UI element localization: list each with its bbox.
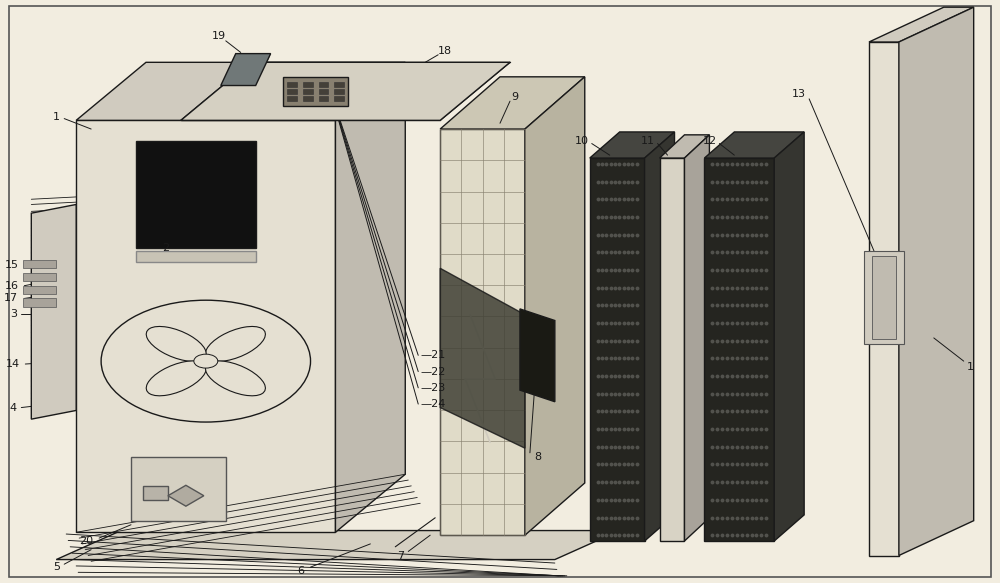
Polygon shape	[303, 89, 313, 94]
Text: —22: —22	[420, 367, 446, 377]
Polygon shape	[23, 286, 56, 294]
Polygon shape	[440, 268, 525, 448]
Circle shape	[194, 354, 218, 368]
Text: 20: 20	[79, 536, 93, 546]
Polygon shape	[590, 158, 645, 541]
Text: 5: 5	[53, 562, 60, 572]
Polygon shape	[131, 457, 226, 521]
Polygon shape	[136, 251, 256, 262]
Circle shape	[101, 300, 311, 422]
Polygon shape	[319, 96, 328, 101]
Text: 2: 2	[162, 243, 169, 253]
Polygon shape	[335, 62, 405, 532]
Polygon shape	[56, 531, 620, 560]
Ellipse shape	[205, 326, 265, 361]
Polygon shape	[869, 7, 974, 42]
Polygon shape	[334, 82, 344, 87]
Polygon shape	[774, 132, 804, 541]
Ellipse shape	[146, 326, 206, 361]
Polygon shape	[704, 158, 774, 541]
Polygon shape	[704, 132, 804, 158]
Polygon shape	[303, 96, 313, 101]
Polygon shape	[319, 89, 328, 94]
Polygon shape	[645, 132, 675, 541]
Polygon shape	[23, 298, 56, 307]
Polygon shape	[334, 89, 344, 94]
Polygon shape	[334, 96, 344, 101]
Polygon shape	[872, 255, 896, 339]
Polygon shape	[684, 135, 709, 541]
Text: 1: 1	[967, 362, 974, 372]
Text: 17: 17	[4, 293, 18, 304]
Text: 1: 1	[53, 113, 60, 122]
Text: 12: 12	[702, 136, 716, 146]
Polygon shape	[520, 309, 555, 402]
Text: —23: —23	[420, 383, 445, 393]
Text: 8: 8	[534, 452, 541, 462]
Polygon shape	[181, 62, 510, 120]
Polygon shape	[869, 42, 899, 556]
Text: 13: 13	[792, 89, 806, 99]
Polygon shape	[136, 141, 256, 248]
Text: 14: 14	[6, 359, 20, 369]
Polygon shape	[440, 129, 525, 535]
Polygon shape	[660, 135, 709, 158]
Text: 15: 15	[4, 261, 18, 271]
Polygon shape	[168, 485, 204, 506]
Ellipse shape	[205, 361, 265, 396]
Polygon shape	[23, 260, 56, 268]
Text: 19: 19	[212, 31, 226, 41]
Polygon shape	[287, 82, 297, 87]
Polygon shape	[31, 205, 76, 419]
Polygon shape	[76, 120, 335, 532]
Text: 3: 3	[10, 308, 17, 318]
Polygon shape	[590, 132, 675, 158]
Polygon shape	[440, 77, 585, 129]
Polygon shape	[287, 89, 297, 94]
Polygon shape	[319, 82, 328, 87]
Polygon shape	[303, 82, 313, 87]
Polygon shape	[76, 62, 405, 120]
Polygon shape	[143, 486, 168, 500]
Text: 11: 11	[641, 136, 655, 146]
Polygon shape	[23, 273, 56, 281]
Text: 9: 9	[511, 92, 519, 102]
Ellipse shape	[146, 361, 206, 396]
Text: 18: 18	[438, 45, 452, 56]
Text: —24: —24	[420, 399, 446, 409]
Polygon shape	[525, 77, 585, 535]
Polygon shape	[660, 158, 684, 541]
Polygon shape	[283, 77, 348, 106]
Polygon shape	[287, 96, 297, 101]
Text: 4: 4	[10, 402, 17, 413]
Text: 16: 16	[4, 280, 18, 291]
Polygon shape	[899, 7, 974, 556]
Text: —21: —21	[420, 350, 445, 360]
Polygon shape	[221, 54, 271, 86]
Text: 10: 10	[575, 136, 589, 146]
Text: 6: 6	[297, 566, 304, 576]
Text: 7: 7	[397, 550, 404, 560]
Polygon shape	[864, 251, 904, 344]
